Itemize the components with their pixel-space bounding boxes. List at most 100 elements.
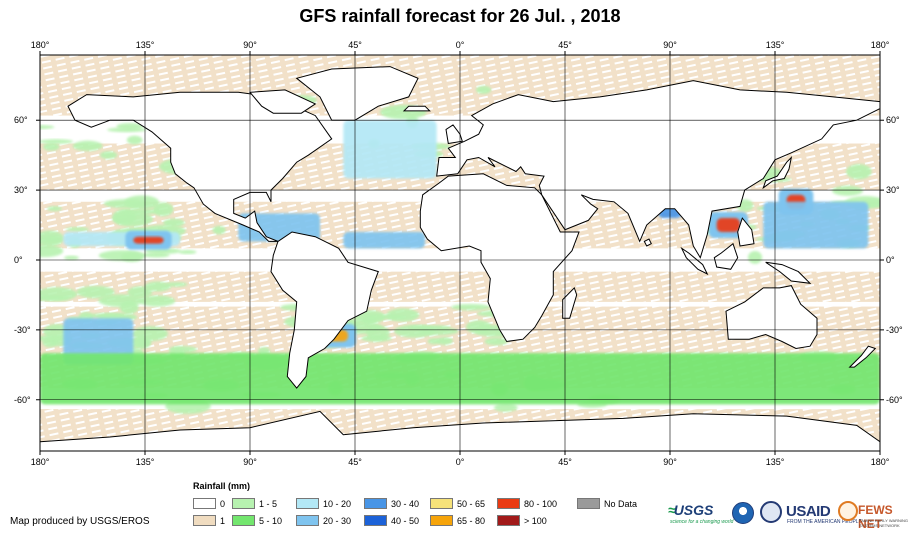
legend-swatch xyxy=(193,515,216,526)
fews-tagline: FAMINE EARLY WARNING SYSTEMS NETWORK xyxy=(859,518,909,528)
noaa-logo-icon xyxy=(732,502,754,524)
light-rain-blob-45 xyxy=(98,250,146,261)
right-lat-tick-label-0: 60° xyxy=(886,115,900,126)
rain-feature-3 xyxy=(343,232,425,249)
graticule xyxy=(40,55,880,451)
map-title: GFS rainfall forecast for 26 Jul. , 2018 xyxy=(299,6,621,26)
legend-item: No Data xyxy=(577,498,637,509)
bottom-lon-tick-label-7: 135° xyxy=(765,457,785,467)
light-rain-blob-63 xyxy=(846,163,872,180)
light-rain-blob-143 xyxy=(98,294,143,307)
legend-item: 5 - 10 xyxy=(232,515,282,526)
partner-logos: ≈USGS science for a changing world USAID… xyxy=(668,500,916,531)
legend-swatch xyxy=(193,498,216,509)
land-new-zealand xyxy=(848,345,877,368)
top-lon-tick-label-4: 0° xyxy=(455,40,465,50)
top-lon-tick-label-7: 135° xyxy=(765,40,785,50)
legend-label: 0 xyxy=(220,498,226,509)
land-madagascar xyxy=(562,286,578,319)
legend-label: 1 - 5 xyxy=(259,498,278,509)
light-rain-blob-144 xyxy=(76,285,115,299)
light-rain-blob-122 xyxy=(386,308,420,322)
legend-item: 65 - 80 xyxy=(430,515,485,526)
land-new-guinea xyxy=(765,261,812,284)
legend-label: No Data xyxy=(604,498,638,509)
legend-swatch xyxy=(497,515,520,526)
left-lat-tick-label-4: -60° xyxy=(14,394,31,405)
usaid-seal-icon xyxy=(760,501,782,523)
bottom-lon-tick-label-8: 180° xyxy=(870,457,890,467)
top-lon-tick-label-3: 45° xyxy=(348,40,362,50)
bottom-lon-tick-label-0: 180° xyxy=(30,457,50,467)
legend-label: 50 - 65 xyxy=(457,498,486,509)
light-rain-blob-138 xyxy=(144,281,171,292)
legend-swatch xyxy=(430,498,453,509)
light-rain-blob-92 xyxy=(99,151,118,160)
legend-label: > 100 xyxy=(524,515,547,526)
left-lat-tick-label-3: -30° xyxy=(14,324,31,335)
land-greenland xyxy=(295,66,419,121)
light-rain-blob-100 xyxy=(107,127,147,133)
rain-feature-5 xyxy=(716,218,740,233)
legend-item: 0 xyxy=(193,498,225,509)
top-lon-tick-label-5: 45° xyxy=(558,40,572,50)
land-sumatra xyxy=(680,246,709,276)
legend-label: 1 xyxy=(220,515,226,526)
light-rain-blob-50 xyxy=(65,227,90,232)
light-rain-blob-125 xyxy=(366,325,390,341)
light-rain-blob-81 xyxy=(40,125,55,130)
land-iceland xyxy=(402,105,431,112)
light-rain-blob-149 xyxy=(40,287,78,301)
legend-label: 65 - 80 xyxy=(457,515,486,526)
light-rain-blob-142 xyxy=(127,286,153,299)
legend-swatch xyxy=(232,515,255,526)
legend-item: 50 - 65 xyxy=(430,498,485,509)
legend-label: 10 - 20 xyxy=(323,498,352,509)
light-rain-blob-89 xyxy=(43,142,60,151)
legend-title: Rainfall (mm) xyxy=(193,481,251,491)
light-rain-blob-37 xyxy=(46,206,62,212)
light-rain-blob-129 xyxy=(393,324,436,338)
legend-swatch xyxy=(296,515,319,526)
legend-item: 1 - 5 xyxy=(232,498,277,509)
bottom-lon-tick-label-6: 90° xyxy=(663,457,677,467)
land-sri-lanka xyxy=(643,238,652,247)
legend-label: 30 - 40 xyxy=(391,498,420,509)
light-rain-blob-32 xyxy=(178,250,197,255)
rain-feature-1 xyxy=(133,236,164,244)
bottom-lon-tick-label-5: 45° xyxy=(558,457,572,467)
light-rain-blob-57 xyxy=(747,250,763,264)
legend-swatch xyxy=(497,498,520,509)
top-lon-tick-label-1: 135° xyxy=(135,40,155,50)
land-japan xyxy=(762,155,793,190)
top-lon-tick-label-6: 90° xyxy=(663,40,677,50)
light-rain-blob-127 xyxy=(451,303,491,311)
light-rain-blob-146 xyxy=(166,282,188,287)
left-lat-tick-label-1: 30° xyxy=(14,185,28,196)
land-south-america xyxy=(270,231,379,389)
fews-globe-icon xyxy=(838,501,858,521)
left-lat-tick-label-0: 60° xyxy=(14,115,28,126)
land-north-america xyxy=(67,91,333,242)
right-lat-tick-label-2: 0° xyxy=(886,254,895,265)
legend-swatch xyxy=(296,498,319,509)
top-lon-tick-label-2: 90° xyxy=(243,40,257,50)
light-rain-blob-121 xyxy=(436,337,453,345)
top-lon-tick-label-8: 180° xyxy=(870,40,890,50)
legend-label: 80 - 100 xyxy=(524,498,558,509)
bottom-lon-tick-label-2: 90° xyxy=(243,457,257,467)
legend-label: 40 - 50 xyxy=(391,515,420,526)
axis-tick-marks xyxy=(36,51,884,455)
light-rain-blob-36 xyxy=(163,218,185,227)
right-lat-tick-label-4: -60° xyxy=(886,394,903,405)
light-rain-blob-71 xyxy=(832,185,864,196)
light-rain-blob-28 xyxy=(64,255,79,260)
legend-item: 80 - 100 xyxy=(497,498,557,509)
legend-swatch xyxy=(232,498,255,509)
legend-item: 30 - 40 xyxy=(364,498,419,509)
land-eurasia xyxy=(436,80,880,259)
light-rain-blob-20 xyxy=(493,403,518,412)
light-rain-blob-44 xyxy=(124,195,160,210)
left-lat-tick-label-2: 0° xyxy=(14,254,23,265)
